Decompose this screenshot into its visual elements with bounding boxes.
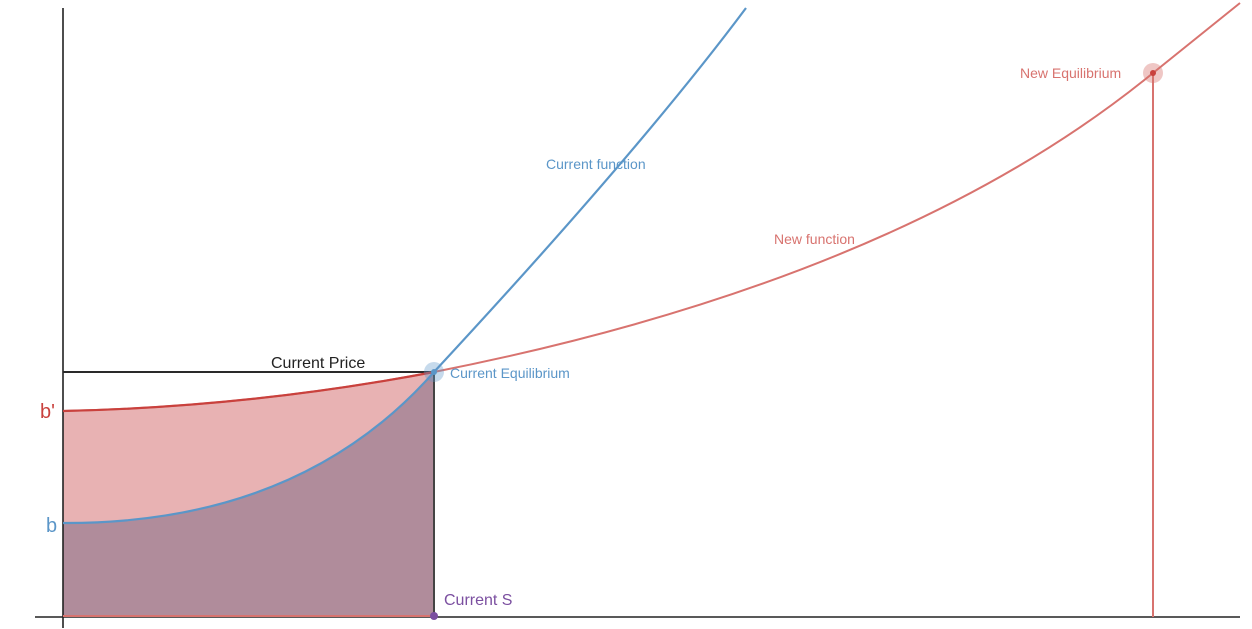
- current-equilibrium-point: [431, 369, 437, 375]
- b-prime-label: b': [40, 401, 55, 423]
- new-function-label: New function: [774, 231, 855, 247]
- current-s-label: Current S: [444, 592, 512, 609]
- current-function-area-fill: [63, 372, 434, 617]
- current-price-label: Current Price: [271, 355, 365, 372]
- b-label: b: [46, 515, 57, 537]
- new-equilibrium-point: [1150, 70, 1156, 76]
- new-function-curve-lower-edge: [62, 370, 435, 413]
- current-s-point: [430, 612, 438, 620]
- new-equilibrium-label: New Equilibrium: [1020, 65, 1121, 81]
- current-function-label: Current function: [546, 156, 646, 172]
- current-equilibrium-label: Current Equilibrium: [450, 365, 570, 381]
